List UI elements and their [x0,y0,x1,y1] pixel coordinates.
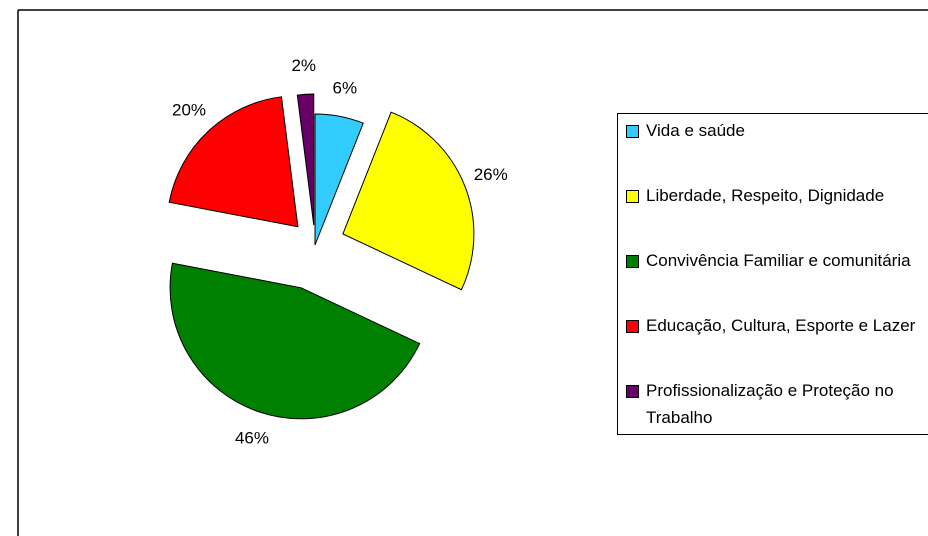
legend-swatch [626,255,639,268]
legend-label: Vida e saúde [646,121,745,140]
legend-item: Convivência Familiar e comunitária [626,247,926,274]
data-label: 46% [235,428,269,447]
legend-item: Profissionalização e Proteção no Trabalh… [626,377,926,431]
data-label: 2% [291,56,316,75]
data-label: 26% [474,165,508,184]
legend-label: Liberdade, Respeito, Dignidade [646,186,885,205]
legend-item: Liberdade, Respeito, Dignidade [626,182,926,209]
legend-swatch [626,125,639,138]
legend-label: Convivência Familiar e comunitária [646,251,911,270]
legend-label: Profissionalização e Proteção no Trabalh… [646,381,894,427]
pie-slice [342,111,475,291]
legend-swatch [626,190,639,203]
legend-item: Educação, Cultura, Esporte e Lazer [626,312,926,339]
pie-slice [314,113,364,246]
pie-slice [169,262,421,420]
data-label: 20% [172,100,206,119]
pie-slice [168,96,299,228]
legend-item: Vida e saúde [626,117,926,144]
legend-label: Educação, Cultura, Esporte e Lazer [646,316,916,335]
data-label: 6% [333,78,358,97]
legend: Vida e saúde Liberdade, Respeito, Dignida… [617,113,928,435]
pie-slice [296,93,315,226]
legend-swatch [626,320,639,333]
legend-swatch [626,385,639,398]
